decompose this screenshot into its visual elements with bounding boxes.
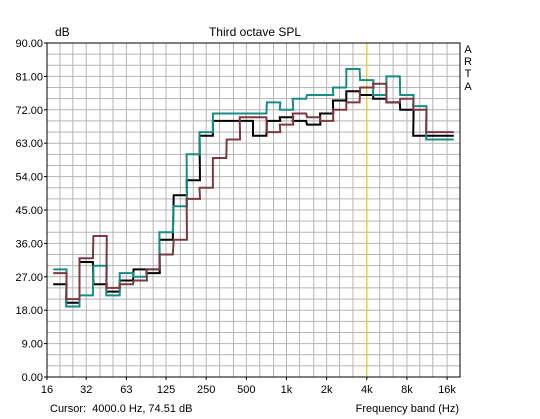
arta-letter-3: T	[465, 68, 472, 80]
y-tick-label: 36.00	[15, 238, 43, 250]
x-tick-label: 125	[157, 384, 175, 396]
arta-letter-4: A	[464, 81, 472, 93]
chart-title: Third octave SPL	[209, 25, 301, 39]
series-line-3	[53, 82, 454, 301]
x-tick-label: 250	[197, 384, 215, 396]
x-tick-label: 500	[237, 384, 255, 396]
y-tick-label: 27.00	[15, 272, 43, 284]
y-tick-label: 45.00	[15, 205, 43, 217]
cursor-readout: Cursor: 4000.0 Hz, 74.51 dB	[50, 403, 192, 415]
x-tick-label: 4k	[361, 384, 373, 396]
y-axis-label: dB	[55, 25, 70, 39]
arta-letter-1: A	[464, 44, 472, 56]
y-tick-label: 90.00	[15, 38, 43, 50]
y-tick-label: 54.00	[15, 172, 43, 184]
y-tick-label: 63.00	[15, 138, 43, 150]
y-tick-label: 9.00	[22, 339, 43, 351]
x-tick-label: 63	[120, 384, 132, 396]
series-layer	[53, 68, 454, 308]
arta-letter-2: R	[464, 56, 472, 68]
y-tick-label: 18.00	[15, 305, 43, 317]
chart-grid	[47, 42, 460, 378]
axis-ticks: 0.00 9.00 18.00 27.00 36.00 45.00 54.00 63.00 72…	[15, 38, 456, 396]
x-tick-label: 1k	[281, 384, 293, 396]
x-tick-label: 32	[80, 384, 92, 396]
x-tick-label: 2k	[321, 384, 333, 396]
x-tick-label: 16	[41, 384, 53, 396]
x-axis-label: Frequency band (Hz)	[356, 403, 459, 415]
y-tick-label: 0.00	[22, 372, 43, 384]
y-tick-label: 72.00	[15, 105, 43, 117]
y-tick-label: 81.00	[15, 71, 43, 83]
x-tick-label: 16k	[438, 384, 456, 396]
x-tick-label: 8k	[401, 384, 413, 396]
